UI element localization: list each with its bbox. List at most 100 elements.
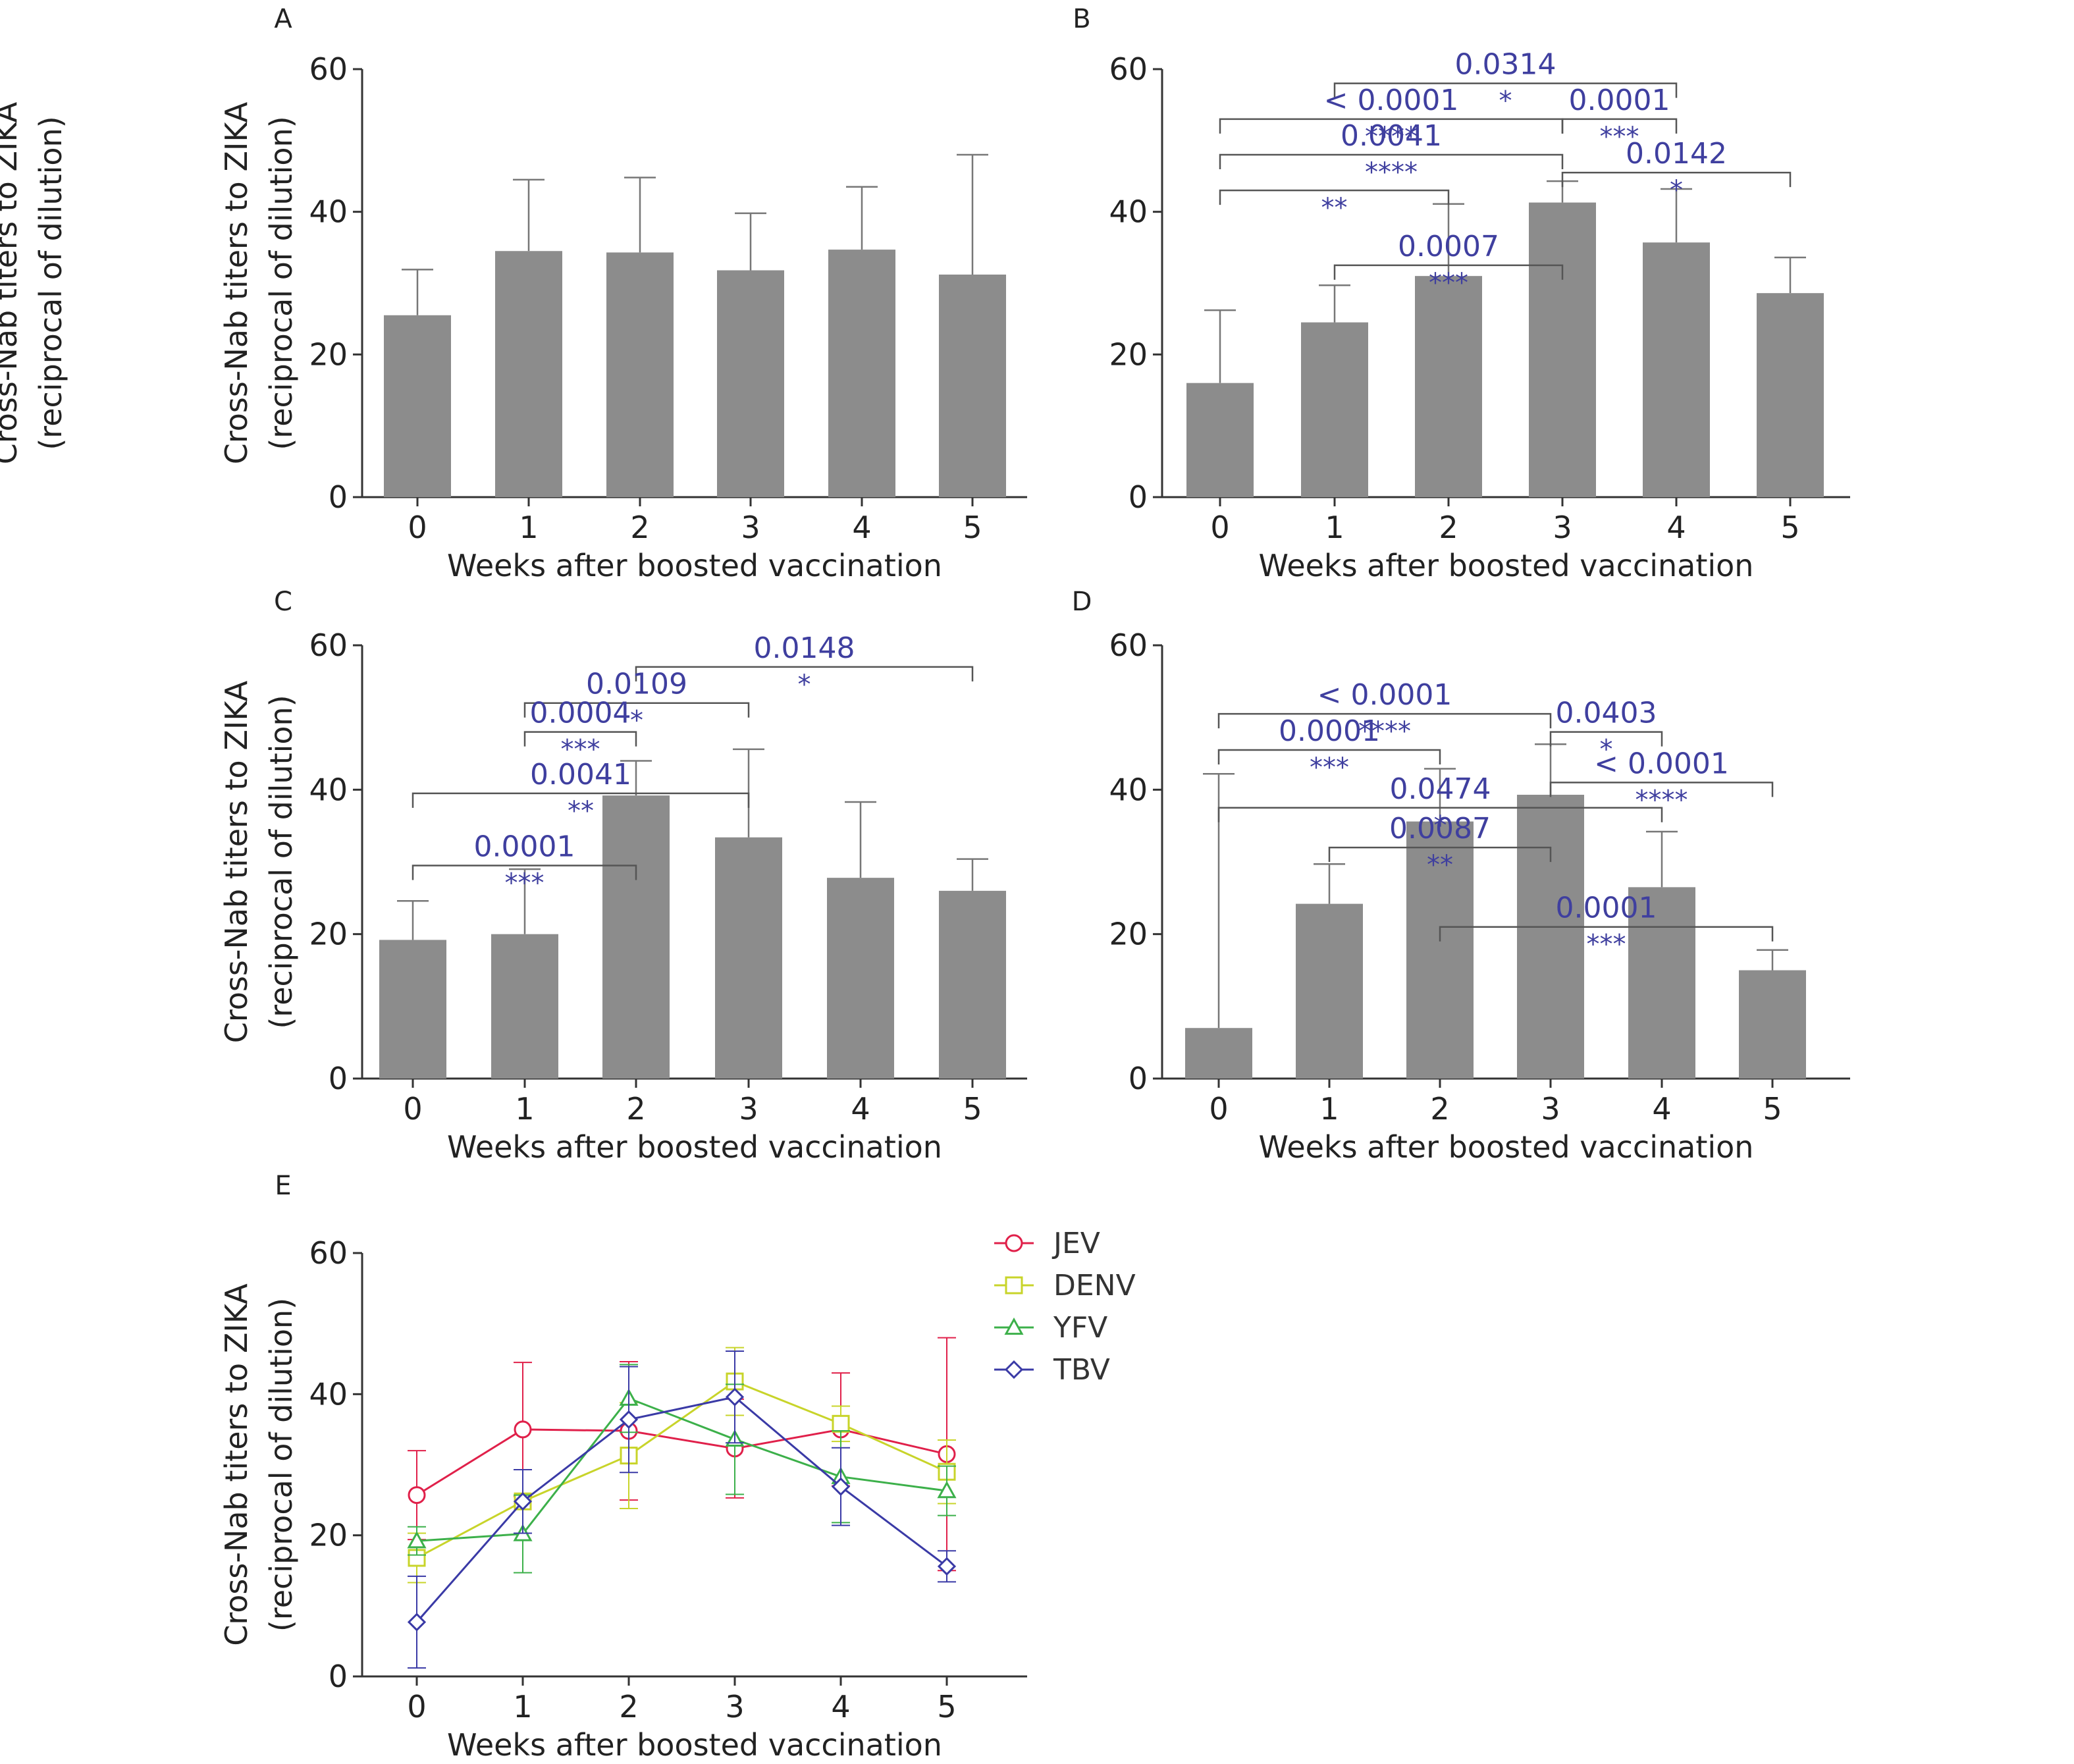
p-value-label: 0.0474 xyxy=(1390,772,1491,806)
x-tick-label: 5 xyxy=(1780,510,1799,545)
x-tick-label: 0 xyxy=(1210,510,1229,545)
significance-bracket xyxy=(412,865,637,880)
x-tick-label: 3 xyxy=(741,510,760,545)
significance-bracket xyxy=(523,731,637,747)
significance-stars: *** xyxy=(1310,753,1349,783)
bar xyxy=(1757,293,1824,497)
bar xyxy=(602,795,670,1079)
legend-label: YFV xyxy=(1053,1311,1107,1345)
series-line xyxy=(416,1397,947,1542)
significance-stars: * xyxy=(1670,175,1683,205)
x-axis-title: Weeks after boosted vaccination xyxy=(447,1727,942,1763)
significance-stars: * xyxy=(798,670,811,700)
panel-letter: A xyxy=(274,4,292,34)
bar xyxy=(1517,795,1584,1079)
y-tick-label: 40 xyxy=(1109,772,1148,807)
data-point xyxy=(937,1557,957,1576)
significance-stars: *** xyxy=(1429,268,1468,298)
significance-bracket xyxy=(1219,118,1564,134)
p-value-label: 0.0041 xyxy=(530,758,631,791)
p-value-label: 0.0001 xyxy=(474,830,575,863)
y-tick-label: 0 xyxy=(1129,1061,1148,1096)
y-tick-label: 40 xyxy=(309,772,348,807)
data-point xyxy=(1004,1317,1024,1335)
y-tick-label: 60 xyxy=(309,51,348,87)
p-value-label: 0.0148 xyxy=(754,631,855,665)
data-point xyxy=(831,1477,851,1496)
y-tick-label: 40 xyxy=(309,194,348,230)
x-tick-label: 1 xyxy=(1319,1091,1339,1127)
x-tick-label: 5 xyxy=(937,1689,956,1724)
x-tick-label: 5 xyxy=(963,510,982,545)
bar xyxy=(1529,202,1596,497)
data-point xyxy=(832,1414,850,1433)
significance-stars: * xyxy=(1600,735,1613,765)
x-tick-label: 3 xyxy=(725,1689,744,1724)
x-tick-label: 1 xyxy=(515,1091,534,1127)
data-point xyxy=(513,1492,533,1511)
significance-stars: **** xyxy=(1358,716,1411,747)
significance-bracket xyxy=(1217,712,1552,729)
significance-stars: ** xyxy=(1427,850,1453,880)
data-point xyxy=(408,1486,426,1505)
x-tick-label: 0 xyxy=(403,1091,422,1127)
legend-label: TBV xyxy=(1053,1353,1110,1387)
data-point xyxy=(1004,1360,1024,1379)
y-tick-label: 20 xyxy=(309,1518,348,1553)
significance-stars: **** xyxy=(1365,122,1418,152)
y-tick-label: 0 xyxy=(329,1659,348,1694)
significance-bracket xyxy=(1217,807,1663,822)
bar xyxy=(1186,383,1254,497)
data-point xyxy=(619,1410,639,1430)
significance-stars: *** xyxy=(1600,122,1639,152)
x-tick-label: 5 xyxy=(1763,1091,1782,1127)
significance-stars: * xyxy=(1499,86,1512,117)
x-tick-label: 1 xyxy=(519,510,538,545)
bar xyxy=(1643,242,1710,497)
panel-letter: B xyxy=(1073,4,1090,34)
y-tick-label: 60 xyxy=(1109,628,1148,663)
p-value-label: 0.0087 xyxy=(1389,812,1491,845)
significance-bracket xyxy=(1328,846,1552,863)
data-point xyxy=(407,1531,427,1549)
x-tick-label: 1 xyxy=(1325,510,1344,545)
significance-stars: ** xyxy=(568,796,594,826)
significance-stars: * xyxy=(1434,811,1447,841)
panel-letter: C xyxy=(274,587,292,617)
p-value-label: < 0.0001 xyxy=(1324,84,1459,117)
x-tick-label: 2 xyxy=(630,510,649,545)
data-point xyxy=(937,1481,957,1499)
y-tick-label: 60 xyxy=(309,628,348,663)
p-value-label: 0.0109 xyxy=(586,668,687,701)
x-tick-label: 4 xyxy=(851,1091,870,1127)
y-tick-label: 20 xyxy=(1109,336,1148,372)
y-tick-label: 20 xyxy=(309,917,348,952)
x-tick-label: 2 xyxy=(1439,510,1458,545)
y-tick-label: 0 xyxy=(1129,479,1148,515)
data-point xyxy=(514,1420,532,1439)
x-tick-label: 4 xyxy=(831,1689,850,1724)
y-tick-label: 60 xyxy=(309,1235,348,1271)
significance-stars: *** xyxy=(561,735,600,765)
x-tick-label: 0 xyxy=(407,1689,426,1724)
y-tick-label: 60 xyxy=(1109,51,1148,87)
x-tick-label: 5 xyxy=(963,1091,982,1127)
legend-label: DENV xyxy=(1053,1269,1136,1302)
y-tick-label: 40 xyxy=(309,1376,348,1412)
x-tick-label: 0 xyxy=(408,510,427,545)
significance-bracket xyxy=(1217,749,1441,765)
significance-bracket xyxy=(523,702,750,718)
p-value-label: 0.0001 xyxy=(1279,714,1380,748)
x-tick-label: 2 xyxy=(626,1091,645,1127)
bar xyxy=(939,275,1006,497)
significance-stars: *** xyxy=(505,868,545,898)
bar xyxy=(1415,276,1482,497)
y-axis-title: (reciprocal of dilution) xyxy=(263,695,299,1029)
bar xyxy=(827,878,894,1079)
x-tick-label: 3 xyxy=(1553,510,1572,545)
significance-bracket xyxy=(1219,153,1564,169)
x-tick-label: 4 xyxy=(1652,1091,1671,1127)
bar xyxy=(1406,821,1474,1079)
significance-bracket xyxy=(1561,171,1792,188)
